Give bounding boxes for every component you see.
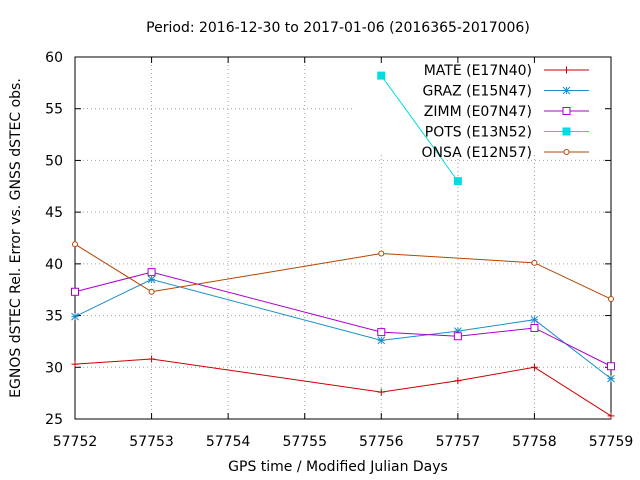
x-tick-label: 57752	[53, 434, 98, 450]
x-tick-label: 57756	[359, 434, 404, 450]
legend-label: MATE (E17N40)	[424, 63, 532, 79]
legend-entry: POTS (E13N52)	[425, 125, 589, 141]
y-tick-label: 40	[45, 257, 63, 273]
x-tick-label: 57759	[589, 434, 634, 450]
series-mate	[71, 355, 615, 420]
y-tick-label: 55	[45, 102, 63, 118]
series-layer	[71, 71, 615, 420]
data-point-circle	[72, 241, 78, 248]
data-point-square	[147, 268, 156, 277]
y-tick-label: 50	[45, 153, 63, 169]
data-point-plus	[530, 363, 538, 371]
data-point-square	[453, 332, 462, 341]
data-point-plus	[454, 377, 462, 385]
x-axis-label: GPS time / Modified Julian Days	[228, 459, 448, 475]
data-point-circle	[608, 296, 614, 303]
data-point-square	[530, 323, 539, 332]
x-tick-label: 57757	[436, 434, 481, 450]
series-line	[74, 358, 612, 417]
data-point-square	[377, 328, 386, 337]
data-point-square	[71, 287, 79, 296]
data-point-star	[147, 275, 156, 284]
y-tick-label: 35	[45, 309, 63, 325]
data-point-star	[607, 374, 615, 383]
legend-entry: GRAZ (E15N47)	[423, 84, 589, 100]
x-tick-label: 57755	[282, 434, 327, 450]
x-tick-label: 57758	[512, 434, 557, 450]
series-pots	[377, 71, 462, 186]
data-point-star	[530, 315, 539, 324]
series-line	[74, 271, 612, 367]
x-tick-label: 57754	[206, 434, 251, 450]
data-point-circle	[563, 149, 570, 155]
y-tick-label: 45	[45, 205, 63, 221]
data-point-square-filled	[453, 177, 462, 186]
data-point-plus	[148, 355, 156, 363]
data-point-circle	[531, 259, 538, 266]
data-point-square-filled	[562, 127, 571, 136]
series-graz	[71, 275, 615, 383]
legend-label: POTS (E13N52)	[425, 125, 532, 141]
legend-label: ZIMM (E07N47)	[424, 104, 532, 120]
data-point-plus	[607, 412, 615, 420]
plot-frame	[74, 56, 612, 420]
data-point-plus	[563, 66, 570, 74]
y-tick-label: 30	[45, 360, 63, 376]
y-tick-label: 60	[45, 50, 63, 66]
data-point-circle	[148, 288, 155, 295]
legend-entry: ZIMM (E07N47)	[424, 104, 589, 120]
series-zimm	[71, 268, 615, 371]
data-point-square	[562, 107, 571, 115]
data-point-plus	[377, 388, 385, 396]
x-tick-labels: 57752 57753 57754 57755 57756 57757 57758 57759	[53, 434, 634, 450]
data-point-star	[71, 312, 79, 321]
y-tick-labels: 25 30 35 40 45 50 55 60	[45, 50, 63, 428]
legend-label: GRAZ (E15N47)	[423, 84, 533, 100]
y-axis-label: EGNOS dSTEC Rel. Error vs. GNSS dSTEC ob…	[8, 78, 24, 398]
series-line	[380, 75, 459, 182]
series-line	[74, 278, 612, 380]
data-point-square-filled	[377, 71, 386, 80]
data-point-star	[562, 86, 571, 95]
legend-entry: MATE (E17N40)	[424, 63, 589, 79]
data-point-circle	[378, 250, 385, 257]
legend-entry: ONSA (E12N57)	[421, 145, 589, 161]
data-point-square	[607, 362, 615, 371]
x-tick-label: 57753	[129, 434, 174, 450]
chart-title: Period: 2016-12-30 to 2017-01-06 (201636…	[146, 20, 530, 36]
legend-label: ONSA (E12N57)	[421, 145, 532, 161]
y-tick-label: 25	[45, 412, 63, 428]
legend: MATE (E17N40) GRAZ (E15N47) ZIMM (E07N47) P…	[421, 63, 589, 161]
data-point-plus	[71, 360, 79, 368]
grid	[75, 57, 611, 419]
data-point-star	[377, 336, 386, 345]
series-onsa	[72, 241, 614, 303]
